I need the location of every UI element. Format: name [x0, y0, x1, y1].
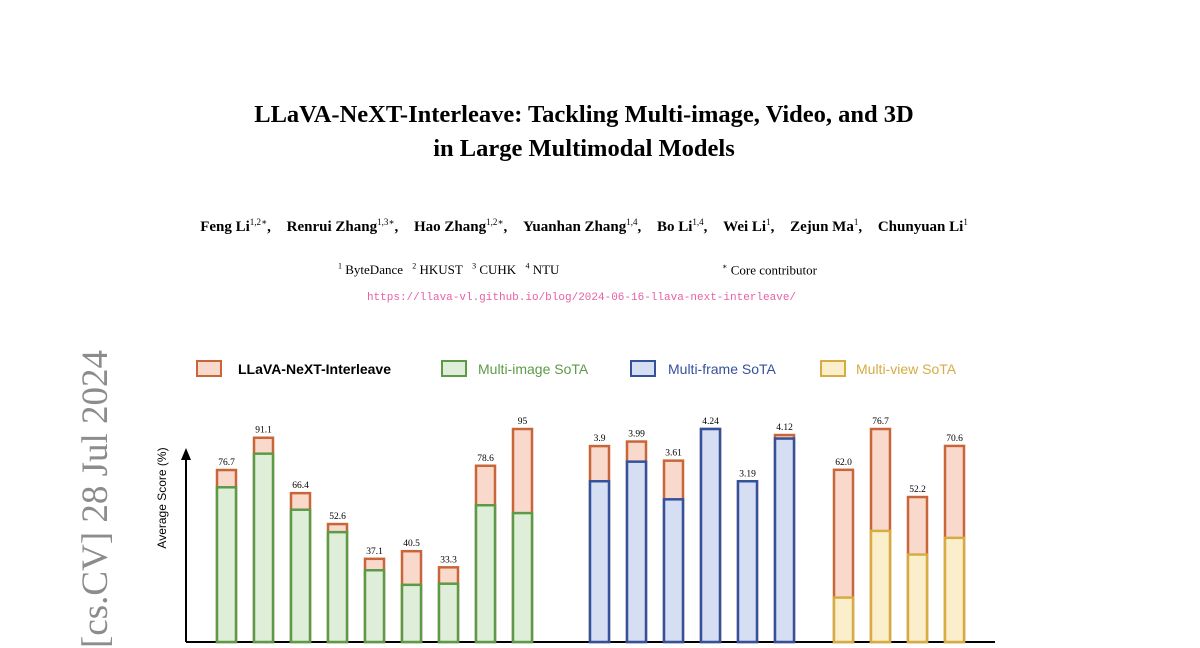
- bar-value-label: 76.7: [872, 417, 889, 427]
- author: Bo Li1,4,: [656, 217, 708, 235]
- paper-title: LLaVA-NeXT-Interleave: Tackling Multi-im…: [0, 98, 1168, 166]
- sota-bar: [215, 486, 238, 644]
- sota-bar: [869, 529, 892, 644]
- sota-bar: [773, 437, 796, 644]
- project-url-link[interactable]: https://llava-vl.github.io/blog/2024-06-…: [366, 292, 797, 304]
- sota-bar: [326, 530, 349, 644]
- legend-swatch: [820, 360, 846, 377]
- title-line-2: in Large Multimodal Models: [433, 135, 735, 162]
- legend-swatch: [196, 360, 222, 377]
- sota-bar: [400, 583, 423, 644]
- bar-value-label: 95: [518, 417, 528, 427]
- sota-bar: [906, 553, 929, 644]
- affiliation: 1 ByteDance: [338, 262, 404, 278]
- sota-bar: [662, 498, 685, 644]
- sota-bar: [832, 596, 855, 644]
- legend-label: LLaVA-NeXT-Interleave: [238, 361, 391, 377]
- bar-value-label: 52.6: [329, 512, 346, 522]
- affiliation: 3 CUHK: [472, 262, 517, 278]
- bar-value-label: 91.1: [255, 426, 272, 436]
- bar-value-label: 3.99: [628, 430, 645, 440]
- bar-value-label: 52.2: [909, 485, 926, 495]
- bar-value-label: 3.19: [739, 470, 756, 480]
- author-list: Feng Li1,2∗, Renrui Zhang1,3∗, Hao Zhang…: [0, 217, 1168, 236]
- sota-bar: [363, 569, 386, 644]
- sota-bar: [511, 511, 534, 644]
- bar-value-label: 3.9: [594, 434, 606, 444]
- bar-value-label: 40.5: [403, 539, 420, 549]
- affiliation: 4 NTU: [525, 262, 560, 278]
- author: Zejun Ma1,: [790, 217, 863, 235]
- bar-value-label: 78.6: [477, 454, 494, 464]
- sota-bar: [289, 508, 312, 644]
- bar-value-label: 33.3: [440, 555, 457, 565]
- y-axis-arrow: [181, 448, 191, 460]
- legend-label: Multi-view SoTA: [856, 361, 957, 377]
- sota-bar: [474, 503, 497, 644]
- y-axis-label: Average Score (%): [155, 447, 169, 548]
- legend-label: Multi-frame SoTA: [668, 361, 777, 377]
- core-contributor-note: ∗ Core contributor: [722, 262, 817, 278]
- author: Hao Zhang1,2∗,: [413, 217, 508, 235]
- sota-bar: [588, 479, 611, 644]
- sota-bar: [736, 479, 759, 644]
- author: Chunyuan Li1: [877, 217, 968, 235]
- bar-value-label: 3.61: [665, 449, 682, 459]
- bar-value-label: 70.6: [946, 434, 963, 444]
- bar-value-label: 66.4: [292, 481, 309, 491]
- sota-bar: [625, 460, 648, 644]
- legend-label: Multi-image SoTA: [478, 361, 589, 377]
- bar-value-label: 4.12: [776, 423, 793, 433]
- sota-bar: [699, 427, 722, 644]
- legend-swatch: [630, 360, 656, 377]
- bar-value-label: 4.24: [702, 417, 719, 427]
- legend-swatch: [441, 360, 467, 377]
- sota-bar: [252, 452, 275, 644]
- bar-value-label: 76.7: [218, 458, 235, 468]
- sota-bar: [437, 582, 460, 644]
- author: Yuanhan Zhang1,4,: [522, 217, 642, 235]
- author: Renrui Zhang1,3∗,: [286, 217, 399, 235]
- affiliation: 2 HKUST: [412, 262, 463, 278]
- title-line-1: LLaVA-NeXT-Interleave: Tackling Multi-im…: [254, 101, 914, 128]
- author: Feng Li1,2∗,: [200, 217, 271, 235]
- bar-value-label: 37.1: [366, 547, 383, 557]
- sota-bar: [943, 536, 966, 644]
- author: Wei Li1,: [723, 217, 775, 235]
- bar-value-label: 62.0: [835, 458, 852, 468]
- affiliation-list: 1 ByteDance 2 HKUST 3 CUHK 4 NTU: [338, 262, 565, 278]
